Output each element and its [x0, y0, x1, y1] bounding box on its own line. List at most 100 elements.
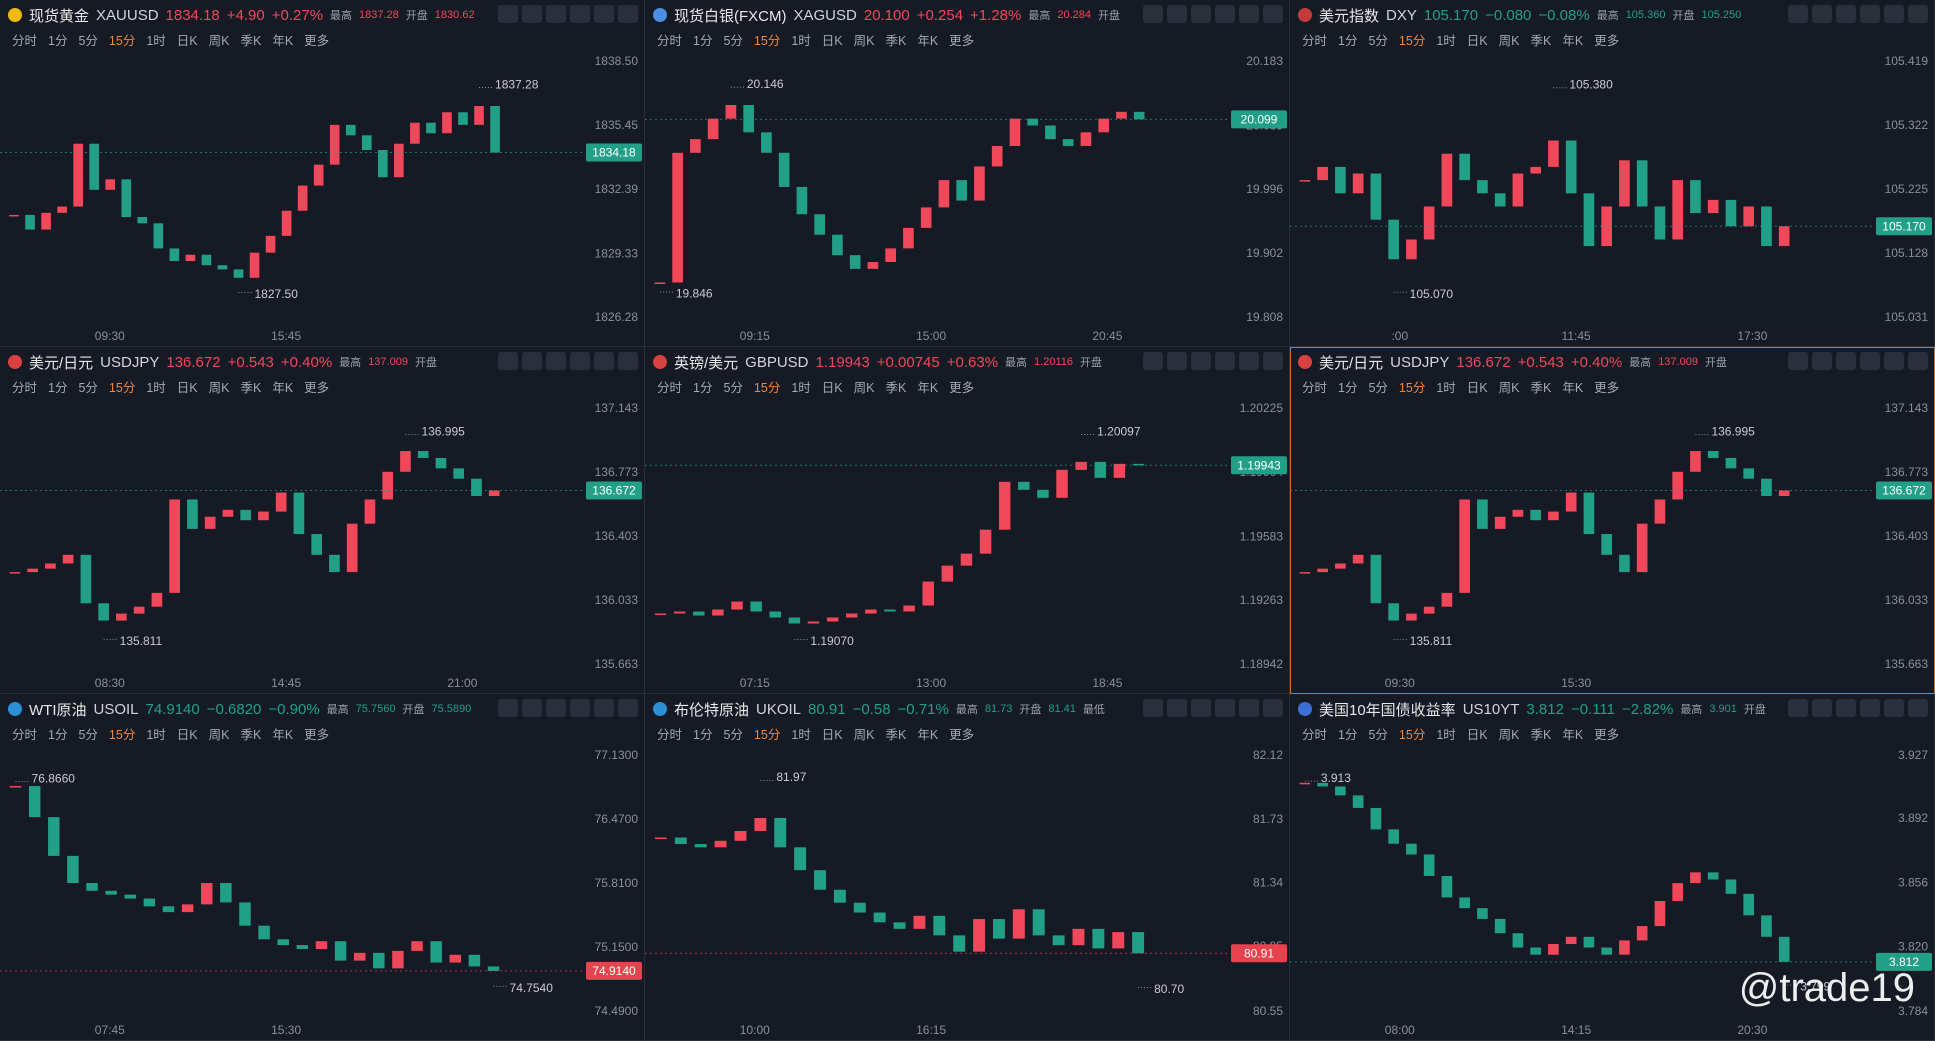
interval-tab[interactable]: 5分: [78, 34, 98, 48]
tool-button[interactable]: [1167, 5, 1187, 23]
interval-tab[interactable]: 日K: [176, 728, 198, 742]
tool-button[interactable]: [1143, 699, 1163, 717]
interval-tab[interactable]: 更多: [1594, 34, 1620, 48]
interval-tab[interactable]: 年K: [917, 34, 939, 48]
instrument-name[interactable]: 美元/日元: [29, 354, 94, 372]
interval-tab[interactable]: 日K: [821, 728, 843, 742]
interval-tab[interactable]: 更多: [949, 34, 975, 48]
interval-tab[interactable]: 5分: [723, 381, 743, 395]
interval-tab[interactable]: 日K: [176, 34, 198, 48]
tool-button[interactable]: [546, 699, 566, 717]
interval-tab[interactable]: 分时: [1302, 728, 1328, 742]
interval-tab[interactable]: 分时: [1302, 381, 1328, 395]
tool-button[interactable]: [570, 699, 590, 717]
tool-button[interactable]: [1836, 5, 1856, 23]
interval-tab[interactable]: 日K: [176, 381, 198, 395]
interval-tab[interactable]: 更多: [949, 381, 975, 395]
interval-tab[interactable]: 1时: [1436, 728, 1456, 742]
tool-button[interactable]: [1167, 699, 1187, 717]
tool-button[interactable]: [1908, 699, 1928, 717]
interval-tab[interactable]: 季K: [240, 381, 262, 395]
interval-tab[interactable]: 周K: [1498, 381, 1520, 395]
interval-tab[interactable]: 1分: [693, 728, 713, 742]
tool-button[interactable]: [1908, 352, 1928, 370]
interval-tab[interactable]: 更多: [1594, 728, 1620, 742]
interval-tab[interactable]: 5分: [1368, 728, 1388, 742]
interval-tab[interactable]: 15分: [753, 728, 781, 742]
tool-button[interactable]: [1860, 699, 1880, 717]
tool-button[interactable]: [1263, 352, 1283, 370]
tool-button[interactable]: [1788, 352, 1808, 370]
tool-button[interactable]: [522, 5, 542, 23]
instrument-name[interactable]: 美元/日元: [1319, 354, 1384, 372]
interval-tab[interactable]: 分时: [657, 381, 683, 395]
interval-tab[interactable]: 1分: [48, 381, 68, 395]
interval-tab[interactable]: 分时: [1302, 34, 1328, 48]
interval-tab[interactable]: 年K: [1562, 728, 1584, 742]
interval-tab[interactable]: 1时: [791, 728, 811, 742]
tool-button[interactable]: [1812, 5, 1832, 23]
instrument-name[interactable]: WTI原油: [29, 701, 87, 719]
instrument-name[interactable]: 现货黄金: [29, 7, 90, 25]
tool-button[interactable]: [1263, 5, 1283, 23]
instrument-name[interactable]: 美元指数: [1319, 7, 1380, 25]
tool-button[interactable]: [1239, 699, 1259, 717]
tool-button[interactable]: [618, 699, 638, 717]
interval-tab[interactable]: 15分: [108, 34, 136, 48]
interval-tab[interactable]: 1分: [1338, 381, 1358, 395]
instrument-name[interactable]: 英镑/美元: [674, 354, 739, 372]
symbol-code[interactable]: US10YT: [1462, 700, 1520, 718]
tool-button[interactable]: [1239, 5, 1259, 23]
interval-tab[interactable]: 1时: [791, 381, 811, 395]
interval-tab[interactable]: 季K: [1530, 728, 1552, 742]
interval-tab[interactable]: 15分: [753, 381, 781, 395]
tool-button[interactable]: [1908, 5, 1928, 23]
interval-tab[interactable]: 周K: [208, 381, 230, 395]
interval-tab[interactable]: 分时: [657, 728, 683, 742]
tool-button[interactable]: [1860, 5, 1880, 23]
tool-button[interactable]: [1788, 5, 1808, 23]
instrument-name[interactable]: 美国10年国债收益率: [1319, 701, 1456, 719]
tool-button[interactable]: [1191, 699, 1211, 717]
interval-tab[interactable]: 1分: [1338, 34, 1358, 48]
interval-tab[interactable]: 1时: [1436, 381, 1456, 395]
interval-tab[interactable]: 季K: [1530, 381, 1552, 395]
tool-button[interactable]: [1836, 352, 1856, 370]
tool-button[interactable]: [1215, 352, 1235, 370]
tool-button[interactable]: [1239, 352, 1259, 370]
interval-tab[interactable]: 15分: [108, 728, 136, 742]
symbol-code[interactable]: GBPUSD: [745, 353, 809, 371]
interval-tab[interactable]: 年K: [1562, 34, 1584, 48]
interval-tab[interactable]: 5分: [78, 381, 98, 395]
interval-tab[interactable]: 分时: [657, 34, 683, 48]
symbol-code[interactable]: DXY: [1386, 6, 1417, 24]
tool-button[interactable]: [1191, 5, 1211, 23]
tool-button[interactable]: [618, 5, 638, 23]
tool-button[interactable]: [522, 352, 542, 370]
symbol-code[interactable]: UKOIL: [756, 700, 802, 718]
interval-tab[interactable]: 5分: [723, 34, 743, 48]
interval-tab[interactable]: 季K: [885, 34, 907, 48]
interval-tab[interactable]: 1分: [693, 34, 713, 48]
interval-tab[interactable]: 1分: [1338, 728, 1358, 742]
tool-button[interactable]: [594, 352, 614, 370]
interval-tab[interactable]: 1分: [48, 34, 68, 48]
interval-tab[interactable]: 日K: [821, 381, 843, 395]
interval-tab[interactable]: 周K: [853, 381, 875, 395]
interval-tab[interactable]: 5分: [1368, 34, 1388, 48]
interval-tab[interactable]: 1时: [1436, 34, 1456, 48]
interval-tab[interactable]: 分时: [12, 728, 38, 742]
interval-tab[interactable]: 日K: [1466, 34, 1488, 48]
interval-tab[interactable]: 年K: [917, 728, 939, 742]
tool-button[interactable]: [1263, 699, 1283, 717]
tool-button[interactable]: [1215, 5, 1235, 23]
tool-button[interactable]: [594, 5, 614, 23]
interval-tab[interactable]: 季K: [885, 381, 907, 395]
tool-button[interactable]: [1884, 352, 1904, 370]
interval-tab[interactable]: 15分: [753, 34, 781, 48]
interval-tab[interactable]: 更多: [1594, 381, 1620, 395]
tool-button[interactable]: [618, 352, 638, 370]
tool-button[interactable]: [570, 5, 590, 23]
interval-tab[interactable]: 1时: [791, 34, 811, 48]
interval-tab[interactable]: 周K: [853, 34, 875, 48]
